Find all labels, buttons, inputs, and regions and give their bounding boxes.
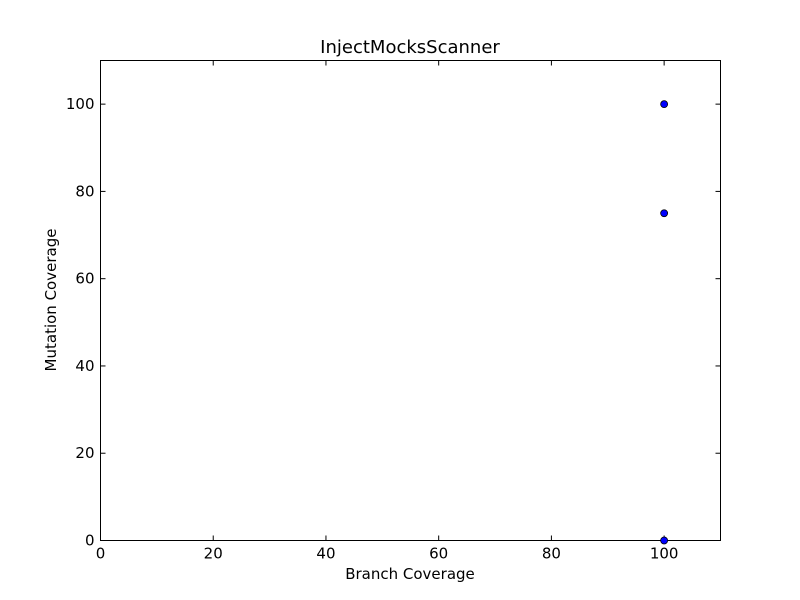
y-tick-label: 100: [66, 95, 95, 113]
x-tick-label: 100: [650, 545, 679, 563]
scatter-point: [660, 536, 669, 545]
y-tick-label: 20: [75, 444, 94, 462]
plot-area-frame: [100, 60, 721, 541]
scatter-point: [660, 209, 669, 218]
y-tick-label: 60: [75, 270, 94, 288]
y-tick-label: 0: [85, 532, 95, 550]
x-tick-label: 60: [429, 545, 448, 563]
y-axis-label: Mutation Coverage: [42, 229, 60, 372]
x-tick-label: 20: [204, 545, 223, 563]
y-axis-ticks: 0 20 40 60 80 100: [66, 95, 721, 550]
x-tick-label: 0: [96, 545, 106, 563]
x-tick-label: 80: [542, 545, 561, 563]
y-tick-label: 80: [75, 182, 94, 200]
chart-title: InjectMocksScanner: [320, 37, 500, 58]
x-tick-label: 40: [316, 545, 335, 563]
scatter-point: [660, 100, 669, 109]
x-axis-label: Branch Coverage: [345, 565, 475, 583]
y-tick-label: 40: [75, 357, 94, 375]
x-axis-ticks: 0 20 40 60 80 100: [96, 60, 679, 563]
scatter-points: [660, 100, 669, 545]
